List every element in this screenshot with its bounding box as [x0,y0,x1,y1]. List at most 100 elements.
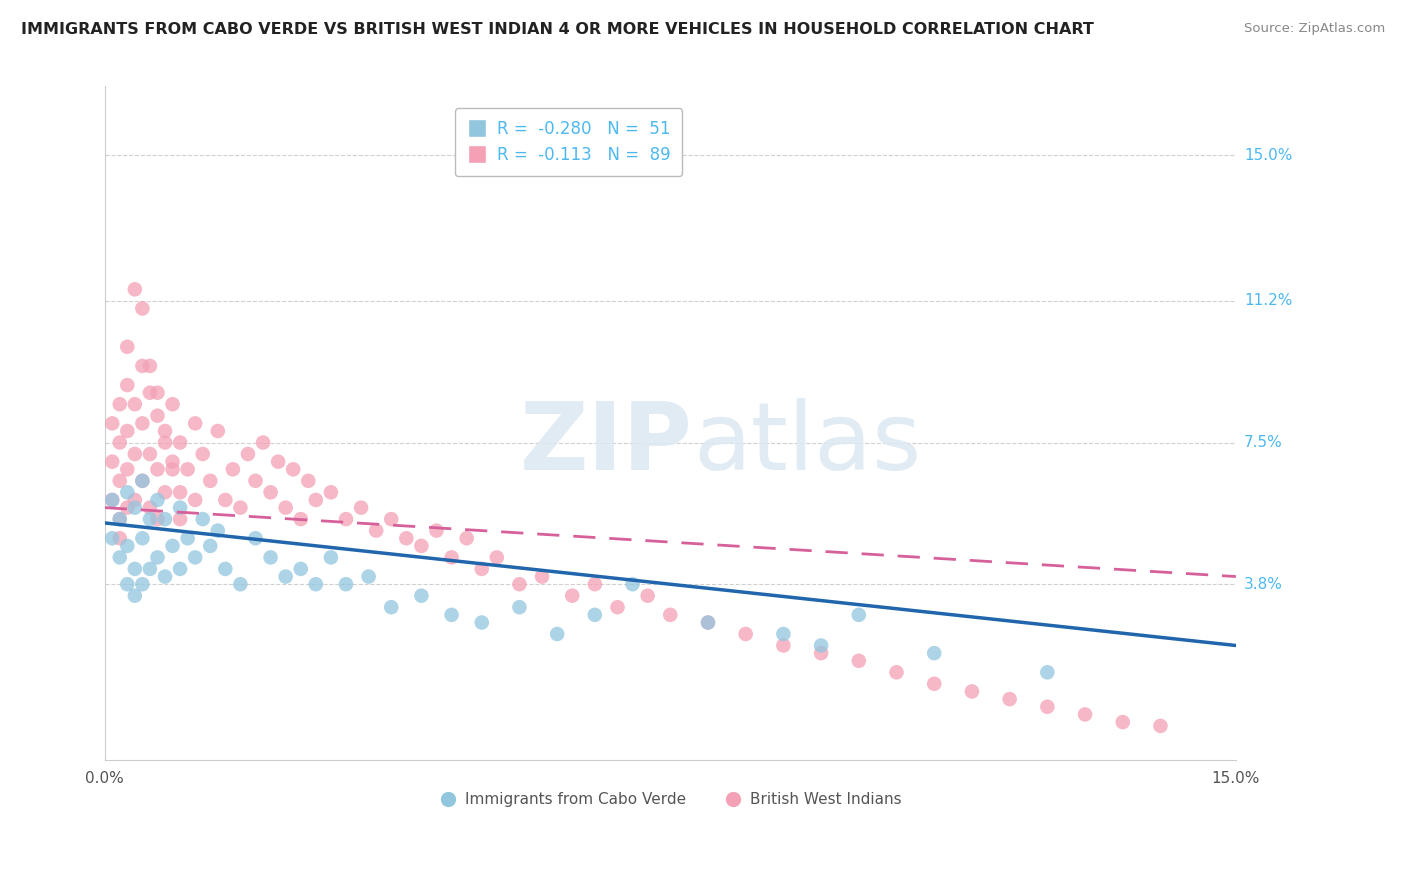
Point [207,424,229,438]
Point [139,512,162,526]
Point [297,474,319,488]
Point [146,385,169,400]
Point [124,447,146,461]
Point [131,417,153,431]
Point [848,654,870,668]
Point [810,646,832,660]
Point [922,646,945,660]
Text: atlas: atlas [693,398,921,490]
Point [1036,665,1059,680]
Point [117,340,139,354]
Point [222,462,245,476]
Point [471,562,494,576]
Point [153,512,176,526]
Point [508,600,530,615]
Point [267,455,290,469]
Point [162,397,184,411]
Point [886,665,908,680]
Point [350,500,373,515]
Point [274,569,297,583]
Point [200,474,222,488]
Point [146,409,169,423]
Point [214,562,236,576]
Point [366,524,388,538]
Point [117,485,139,500]
Point [108,435,131,450]
Point [139,385,162,400]
Point [162,539,184,553]
Point [305,577,328,591]
Point [131,577,153,591]
Point [108,550,131,565]
Point [335,577,357,591]
Point [1036,699,1059,714]
Point [471,615,494,630]
Point [169,512,191,526]
Point [290,512,312,526]
Point [131,474,153,488]
Point [259,485,281,500]
Text: Source: ZipAtlas.com: Source: ZipAtlas.com [1244,22,1385,36]
Point [734,627,756,641]
Point [139,562,162,576]
Text: 3.8%: 3.8% [1244,577,1284,591]
Point [101,531,124,545]
Point [108,474,131,488]
Text: 11.2%: 11.2% [1244,293,1292,309]
Point [101,492,124,507]
Point [998,692,1021,706]
Point [236,447,259,461]
Point [153,435,176,450]
Point [131,474,153,488]
Point [245,474,267,488]
Point [146,512,169,526]
Point [508,577,530,591]
Point [117,577,139,591]
Point [139,447,162,461]
Point [485,550,508,565]
Point [117,462,139,476]
Point [357,569,380,583]
Point [606,600,628,615]
Text: 7.5%: 7.5% [1244,435,1282,450]
Point [184,550,207,565]
Point [200,539,222,553]
Point [124,282,146,296]
Point [411,539,433,553]
Point [169,485,191,500]
Point [319,485,342,500]
Point [1074,707,1097,722]
Text: ZIP: ZIP [520,398,693,490]
Point [561,589,583,603]
Point [117,500,139,515]
Point [131,301,153,316]
Point [960,684,983,698]
Point [108,397,131,411]
Point [848,607,870,622]
Point [245,531,267,545]
Text: IMMIGRANTS FROM CABO VERDE VS BRITISH WEST INDIAN 4 OR MORE VEHICLES IN HOUSEHOL: IMMIGRANTS FROM CABO VERDE VS BRITISH WE… [21,22,1094,37]
Point [153,485,176,500]
Point [772,627,794,641]
Point [583,607,606,622]
Point [101,492,124,507]
Point [335,512,357,526]
Point [207,524,229,538]
Point [380,512,402,526]
Point [440,607,463,622]
Point [117,424,139,438]
Point [146,462,169,476]
Point [772,639,794,653]
Point [531,569,554,583]
Point [162,462,184,476]
Point [139,500,162,515]
Point [922,677,945,691]
Point [169,562,191,576]
Point [810,639,832,653]
Point [1149,719,1171,733]
Point [101,455,124,469]
Point [146,550,169,565]
Point [697,615,720,630]
Point [124,397,146,411]
Point [108,512,131,526]
